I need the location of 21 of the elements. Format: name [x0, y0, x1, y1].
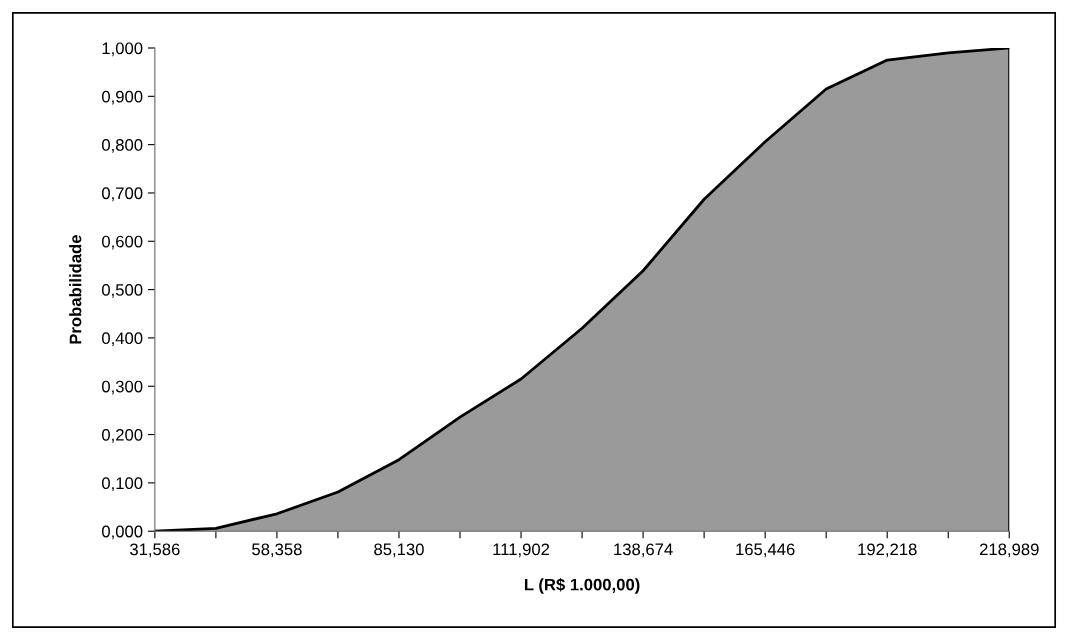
x-tick-label: 218,989: [979, 543, 1039, 558]
y-tick-label: 1,000: [102, 42, 143, 57]
y-tick-label: 0,000: [102, 525, 143, 540]
y-tick-label: 0,300: [102, 380, 143, 395]
x-tick-label: 138,674: [614, 543, 673, 558]
x-tick-label: 58,358: [252, 543, 302, 558]
x-tick-label: 192,218: [858, 543, 917, 558]
y-tick-label: 0,600: [102, 235, 143, 250]
y-tick-label: 0,100: [102, 477, 143, 492]
y-tick-label: 0,800: [102, 139, 143, 153]
x-tick-label: 31,586: [130, 543, 180, 558]
y-tick-label: 0,200: [102, 428, 143, 443]
x-axis-title: L (R$ 1.000,00): [524, 577, 640, 594]
x-tick-label: 165,446: [736, 543, 795, 558]
x-tick-label: 111,902: [493, 543, 550, 558]
y-tick-label: 0,700: [102, 187, 143, 202]
y-axis-title: Probabilidade: [69, 235, 82, 344]
y-tick-label: 0,400: [102, 332, 143, 347]
y-tick-label: 0,900: [102, 90, 143, 105]
y-tick-label: 0,500: [102, 284, 143, 298]
x-tick-label: 85,130: [374, 543, 424, 558]
